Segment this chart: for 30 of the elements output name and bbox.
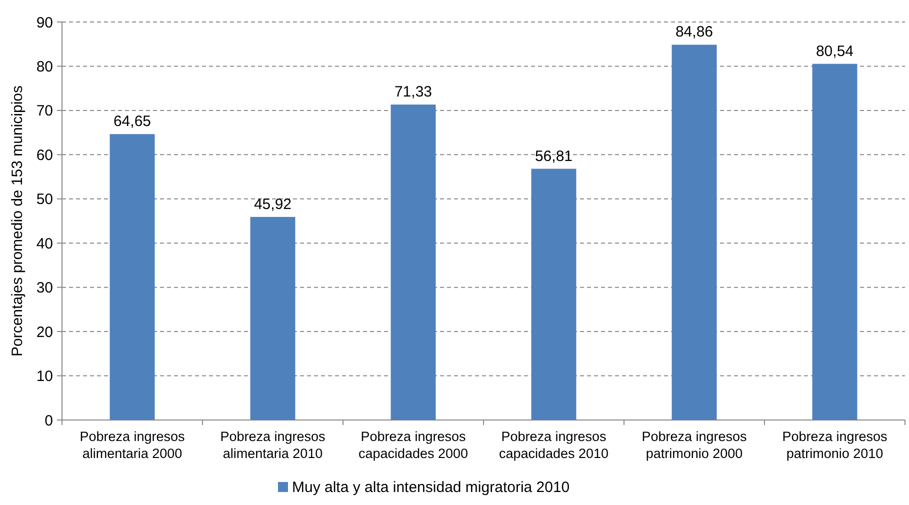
x-tick-label: Pobreza ingresos capacidades 2010 [498, 429, 609, 461]
data-label: 56,81 [534, 148, 573, 165]
data-label: 80,54 [816, 42, 854, 60]
y-tick-label: 40 [36, 235, 53, 252]
bar [110, 134, 155, 420]
bar [812, 64, 858, 420]
y-tick-label: 70 [36, 102, 53, 120]
x-tick-label: Pobreza ingresos patrimonio 2000 [642, 429, 748, 461]
y-tick-label: 0 [44, 412, 53, 430]
y-tick-label: 60 [36, 146, 53, 164]
x-tick-label: Pobreza ingresos patrimonio 2010 [782, 429, 888, 461]
data-label: 71,33 [394, 84, 432, 101]
y-axis-title: Porcentajes promedio de 153 municipios [9, 86, 26, 356]
x-tick-label: Pobreza ingresos alimentaria 2010 [220, 429, 326, 461]
y-tick-label: 50 [36, 191, 53, 208]
bar [531, 168, 576, 420]
y-tick-label: 80 [36, 58, 53, 76]
y-tick-label: 30 [36, 280, 53, 297]
bar [250, 216, 296, 420]
data-label: 84,86 [675, 24, 714, 41]
x-tick-label: Pobreza ingresos alimentaria 2000 [80, 429, 186, 461]
data-label: 45,92 [254, 196, 292, 213]
bar [390, 104, 436, 420]
bar [672, 44, 717, 420]
y-tick-label: 90 [36, 14, 53, 32]
legend-label: Muy alta y alta intensidad migratoria 2010 [292, 479, 570, 496]
data-label: 64,65 [113, 113, 152, 130]
y-tick-label: 20 [36, 324, 53, 341]
y-tick-label: 10 [36, 368, 53, 386]
x-tick-label: Pobreza ingresos capacidades 2000 [358, 429, 468, 461]
